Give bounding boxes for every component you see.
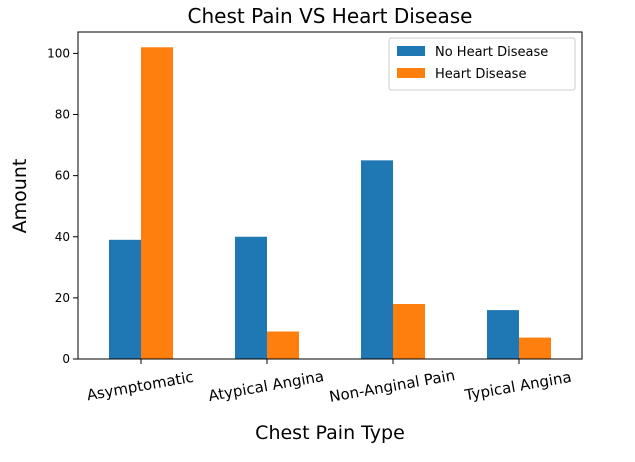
- x-tick-label: Atypical Angina: [207, 367, 325, 405]
- bar-no-heart-disease-0: [109, 239, 141, 359]
- chart-title: Chest Pain VS Heart Disease: [188, 4, 473, 28]
- x-tick-label: Asymptomatic: [85, 368, 195, 405]
- legend-box: [388, 37, 576, 91]
- legend-swatch-no-heart-disease: [397, 46, 425, 56]
- y-tick-label: 60: [55, 169, 70, 183]
- y-tick-label: 40: [55, 230, 70, 244]
- y-tick-label: 100: [47, 46, 70, 60]
- bar-no-heart-disease-1: [235, 236, 267, 359]
- legend-label-no-heart-disease: No Heart Disease: [435, 45, 548, 60]
- y-tick-label: 20: [55, 291, 70, 305]
- y-tick-label: 80: [55, 108, 70, 122]
- y-axis-label: Amount: [9, 159, 31, 234]
- bar-heart-disease-1: [267, 331, 299, 359]
- legend-label-heart-disease: Heart Disease: [435, 67, 526, 82]
- legend-swatch-heart-disease: [397, 68, 425, 78]
- x-tick-label: Non-Anginal Pain: [328, 366, 457, 406]
- bar-heart-disease-3: [519, 337, 551, 359]
- legend: No Heart Disease Heart Disease: [388, 37, 576, 91]
- bar-heart-disease-0: [141, 47, 173, 360]
- bar-no-heart-disease-3: [487, 310, 519, 359]
- x-axis-label: Chest Pain Type: [255, 422, 405, 444]
- x-tick-label: Typical Angina: [462, 368, 572, 405]
- plot-frame: [77, 31, 583, 360]
- bar-heart-disease-2: [393, 303, 425, 359]
- y-tick-label: 0: [62, 352, 70, 366]
- bar-no-heart-disease-2: [361, 160, 393, 359]
